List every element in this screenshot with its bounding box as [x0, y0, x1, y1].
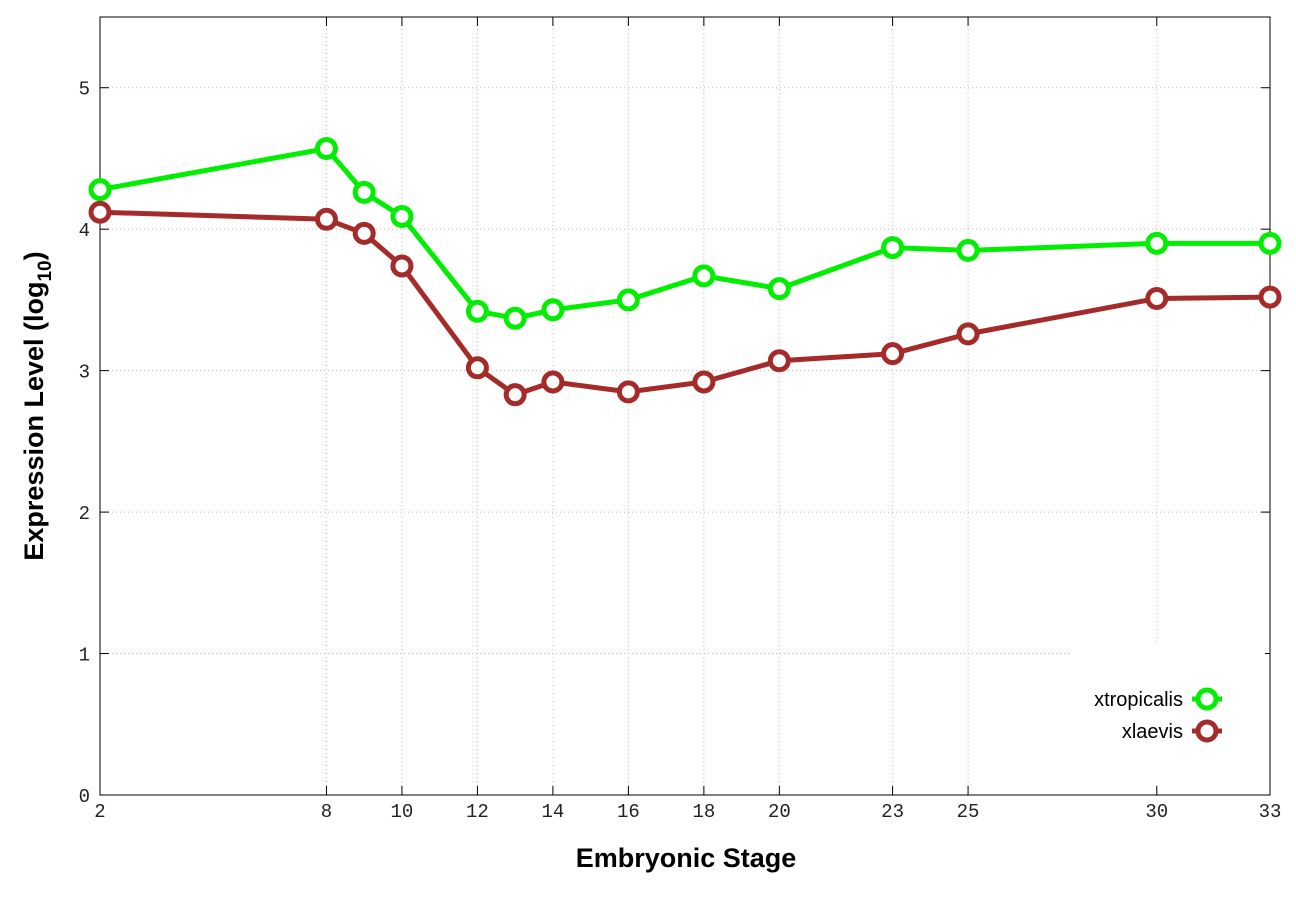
x-tick-label: 25: [957, 801, 980, 823]
data-point: [465, 299, 489, 323]
legend-swatch: [1195, 719, 1219, 743]
series-line: [99, 146, 1270, 321]
legend-label: xlaevis: [1122, 721, 1183, 743]
data-point: [956, 322, 980, 346]
data-point: [881, 236, 905, 260]
data-point: [314, 137, 338, 161]
legend-label: xtropicalis: [1094, 689, 1183, 711]
series-line: [99, 209, 1271, 398]
data-point: [390, 254, 414, 278]
x-tick-label: 20: [768, 801, 791, 823]
data-point: [352, 221, 376, 245]
data-point: [1258, 285, 1282, 309]
x-tick-label: 23: [881, 801, 904, 823]
y-axis-title-subscript: 10: [35, 260, 56, 281]
legend-swatch: [1195, 687, 1219, 711]
plot-frame: [99, 16, 1271, 796]
data-point: [692, 370, 716, 394]
data-point: [1145, 231, 1169, 255]
data-point: [767, 349, 791, 373]
data-point: [1258, 231, 1282, 255]
y-tick-label: 3: [79, 362, 90, 384]
x-tick-label: 30: [1145, 801, 1168, 823]
x-tick-label: 10: [391, 801, 414, 823]
y-tick-label: 0: [79, 786, 90, 808]
y-tick-label: 4: [79, 220, 90, 242]
data-point: [767, 277, 791, 301]
x-tick-label: 2: [94, 801, 105, 823]
x-tick-label: 18: [692, 801, 715, 823]
data-point: [503, 383, 527, 407]
data-point: [541, 298, 565, 322]
data-point: [503, 306, 527, 330]
data-point: [881, 342, 905, 366]
y-axis-title: Expression Level (log10): [19, 251, 56, 560]
legend-background: [1070, 645, 1265, 785]
data-point: [616, 380, 640, 404]
data-point: [541, 370, 565, 394]
y-tick-label: 5: [79, 79, 90, 101]
x-tick-label: 12: [466, 801, 489, 823]
data-point: [88, 200, 112, 224]
data-point: [88, 178, 112, 202]
data-point: [1145, 286, 1169, 310]
data-point: [390, 204, 414, 228]
x-tick-label: 33: [1259, 801, 1282, 823]
y-axis-title-text: Expression Level (log: [19, 282, 49, 561]
x-tick-label: 14: [541, 801, 564, 823]
y-axis-title-text: ): [19, 251, 49, 260]
y-tick-label: 1: [79, 645, 90, 667]
x-axis-title: Embryonic Stage: [576, 843, 797, 873]
data-point: [956, 238, 980, 262]
y-tick-label: 2: [79, 503, 90, 525]
data-point: [465, 356, 489, 380]
data-point: [616, 288, 640, 312]
data-point: [314, 207, 338, 231]
data-point: [352, 180, 376, 204]
data-point: [692, 264, 716, 288]
x-tick-label: 8: [321, 801, 332, 823]
x-tick-label: 16: [617, 801, 640, 823]
